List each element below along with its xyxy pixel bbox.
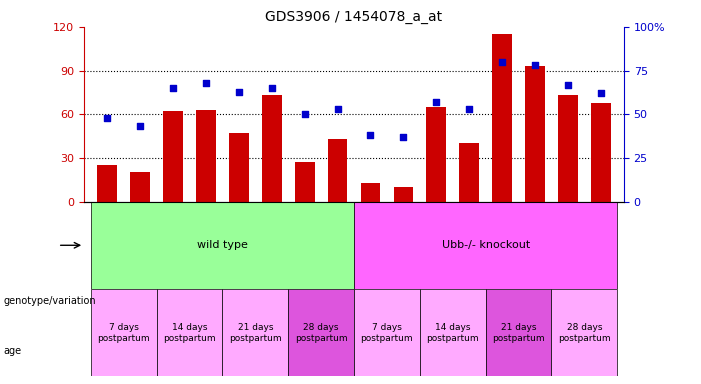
Point	[200, 80, 212, 86]
Bar	[354, 289, 420, 376]
Point	[365, 132, 376, 138]
Bar	[222, 289, 288, 376]
Bar	[354, 202, 618, 289]
Bar	[156, 289, 222, 376]
Bar	[97, 165, 117, 202]
Point	[496, 59, 508, 65]
Bar	[486, 289, 552, 376]
Text: wild type: wild type	[197, 240, 247, 250]
Text: age: age	[4, 346, 22, 356]
Bar	[525, 66, 545, 202]
Text: genotype/variation: genotype/variation	[4, 296, 96, 306]
Bar	[327, 139, 348, 202]
Text: 7 days
postpartum: 7 days postpartum	[97, 323, 150, 343]
Bar	[262, 95, 282, 202]
Bar	[229, 133, 249, 202]
Bar	[552, 289, 618, 376]
Bar	[90, 202, 354, 289]
Point	[299, 111, 311, 118]
Text: 28 days
postpartum: 28 days postpartum	[295, 323, 348, 343]
Bar	[558, 95, 578, 202]
Bar	[492, 34, 512, 202]
Bar	[294, 162, 315, 202]
Text: 7 days
postpartum: 7 days postpartum	[360, 323, 413, 343]
Bar	[426, 107, 446, 202]
Point	[562, 81, 573, 88]
Bar	[288, 289, 354, 376]
Point	[266, 85, 278, 91]
Point	[233, 88, 245, 94]
Point	[135, 123, 146, 129]
Text: Ubb-/- knockout: Ubb-/- knockout	[442, 240, 530, 250]
Title: GDS3906 / 1454078_a_at: GDS3906 / 1454078_a_at	[266, 10, 442, 25]
Bar	[163, 111, 183, 202]
Point	[168, 85, 179, 91]
Bar	[90, 289, 156, 376]
Point	[529, 62, 540, 68]
Bar	[196, 110, 216, 202]
Text: 14 days
postpartum: 14 days postpartum	[426, 323, 479, 343]
Text: 21 days
postpartum: 21 days postpartum	[492, 323, 545, 343]
Point	[397, 134, 409, 140]
Bar	[459, 143, 479, 202]
Point	[430, 99, 442, 105]
Bar	[360, 183, 381, 202]
Text: 28 days
postpartum: 28 days postpartum	[558, 323, 611, 343]
Text: 21 days
postpartum: 21 days postpartum	[229, 323, 282, 343]
Text: 14 days
postpartum: 14 days postpartum	[163, 323, 216, 343]
Bar	[393, 187, 414, 202]
Bar	[591, 103, 611, 202]
Point	[463, 106, 475, 112]
Point	[332, 106, 343, 112]
Point	[102, 115, 113, 121]
Point	[595, 90, 606, 96]
Bar	[130, 172, 150, 202]
Bar	[420, 289, 486, 376]
